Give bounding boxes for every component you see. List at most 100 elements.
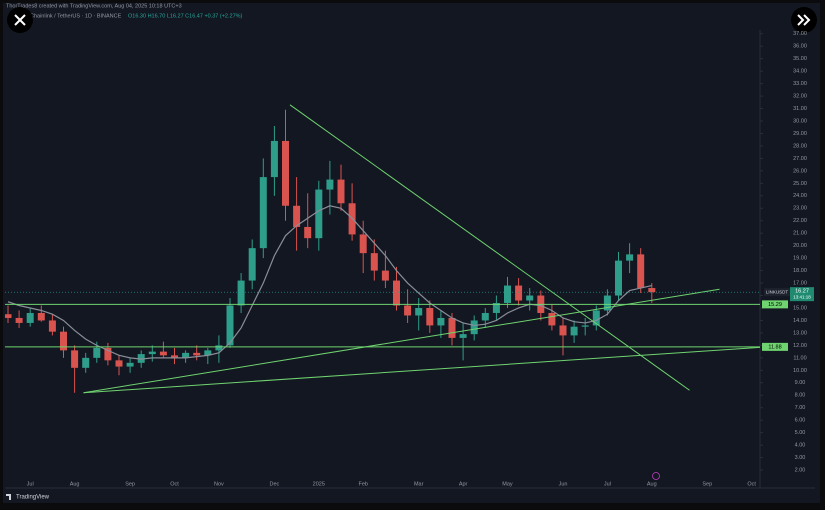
- symbol-line: Chainlink / TetherUS · 1D · BINANCE: [30, 13, 122, 19]
- x-tick-label: Oct: [747, 481, 756, 487]
- y-tick-label: 9.00: [795, 380, 806, 386]
- candle-body: [626, 254, 634, 261]
- y-tick-label: 33.00: [793, 81, 807, 87]
- brand-logo: [6, 494, 11, 500]
- x-tick-label: Sep: [125, 481, 135, 487]
- x-tick-label: Jun: [559, 481, 568, 487]
- close-button[interactable]: [7, 7, 33, 33]
- plot-area: [5, 104, 760, 394]
- candle-body: [637, 254, 645, 289]
- y-tick-label: 32.00: [793, 94, 807, 100]
- candle-body: [226, 305, 234, 346]
- candle-body: [115, 360, 123, 367]
- x-tick-label: Jul: [27, 481, 34, 487]
- candle-body: [237, 280, 245, 306]
- candle-body: [415, 307, 423, 316]
- candle-body: [481, 312, 489, 321]
- candle-body: [48, 320, 56, 332]
- candle-body: [93, 347, 101, 358]
- x-tick-label: Dec: [270, 481, 280, 487]
- y-tick-label: 3.00: [795, 455, 806, 461]
- candle-body: [559, 325, 567, 336]
- moving-average: [7, 205, 652, 360]
- candle-body: [71, 350, 79, 368]
- x-tick-label: Aug: [70, 481, 80, 487]
- x-tick-label: 2025: [313, 481, 325, 487]
- trend-line: [83, 288, 720, 394]
- y-tick-label: 4.00: [795, 443, 806, 449]
- y-tick-label: 11.00: [793, 355, 806, 361]
- y-tick-label: 29.00: [793, 131, 807, 137]
- y-tick-label: 8.00: [795, 393, 806, 399]
- trend-line: [289, 104, 690, 391]
- event-marker: [652, 472, 660, 480]
- y-tick-label: 34.00: [793, 69, 807, 75]
- candle-body: [293, 205, 301, 227]
- candle-body: [326, 179, 334, 190]
- candle-body: [615, 260, 622, 296]
- x-tick-label: Feb: [358, 481, 367, 487]
- y-tick-label: 31.00: [793, 106, 807, 112]
- candle-body: [82, 357, 90, 368]
- y-tick-label: 23.00: [793, 206, 807, 212]
- candle-body: [259, 177, 267, 249]
- x-tick-label: Sep: [702, 481, 712, 487]
- candle-body: [215, 345, 223, 351]
- countdown: 13:41:18: [793, 294, 811, 299]
- y-tick-label: 13.00: [793, 330, 807, 336]
- x-tick-label: May: [502, 481, 513, 487]
- y-tick-label: 25.00: [793, 181, 807, 187]
- candle-body: [570, 326, 578, 336]
- y-tick-label: 27.00: [793, 156, 807, 162]
- price-label-box: [762, 342, 788, 351]
- y-tick-label: 22.00: [793, 218, 807, 224]
- candle-body: [603, 295, 611, 311]
- candle-body: [137, 354, 145, 363]
- y-tick-label: 18.00: [793, 268, 807, 274]
- y-tick-label: 35.00: [793, 56, 807, 62]
- chart-background: [3, 3, 820, 503]
- candle-body: [193, 352, 201, 356]
- candle-body: [470, 320, 478, 335]
- expand-button[interactable]: [791, 7, 817, 33]
- price-label: 11.88: [768, 344, 781, 350]
- candle-body: [370, 253, 378, 271]
- x-tick-label: Aug: [647, 481, 657, 487]
- candle-body: [359, 234, 367, 254]
- last-price-box: [790, 287, 814, 302]
- y-tick-label: 17.00: [793, 281, 807, 287]
- candle-body: [381, 270, 389, 281]
- candle-body: [592, 310, 600, 326]
- symbol-label: LINKUSDT: [766, 289, 789, 294]
- candle-body: [15, 317, 23, 323]
- author-line: ThorTrades8 created with TradingView.com…: [6, 3, 182, 9]
- candle-body: [26, 312, 34, 323]
- candle-body: [159, 351, 167, 356]
- candle-body: [393, 280, 400, 306]
- candle-body: [448, 317, 456, 338]
- y-tick-label: 36.00: [793, 44, 807, 50]
- y-tick-label: 6.00: [795, 418, 806, 424]
- close-icon[interactable]: [14, 14, 26, 26]
- candle-body: [37, 312, 45, 321]
- candle-body: [304, 226, 312, 239]
- y-tick-label: 30.00: [793, 118, 807, 124]
- candle-body: [459, 334, 467, 338]
- candle-body: [282, 140, 289, 206]
- candle-body: [315, 189, 323, 239]
- candle-body: [548, 312, 556, 326]
- y-tick-label: 14.00: [793, 318, 807, 324]
- expand-icon[interactable]: [797, 14, 811, 26]
- candle-body: [515, 285, 523, 301]
- brand: TradingView: [16, 495, 50, 501]
- candle-body: [148, 351, 156, 355]
- candle-body: [504, 285, 511, 303]
- y-tick-label: 5.00: [795, 430, 806, 436]
- candle-body: [437, 317, 445, 326]
- y-tick-label: 12.00: [793, 343, 807, 349]
- candle-body: [5, 314, 12, 318]
- candle-body: [648, 288, 656, 293]
- candle-body: [204, 350, 212, 356]
- symbol-box: [764, 288, 790, 297]
